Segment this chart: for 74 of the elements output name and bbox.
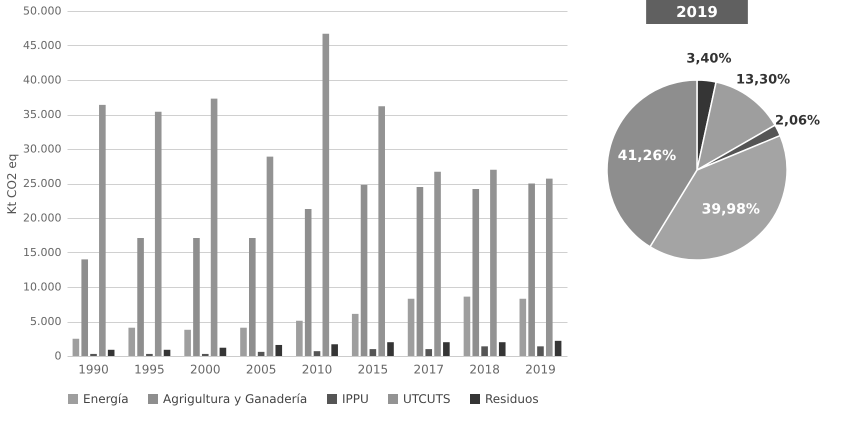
legend-label: Agrigultura y Ganadería xyxy=(163,392,308,406)
bar xyxy=(528,184,535,356)
x-tick-label: 2019 xyxy=(525,362,556,376)
data-label: 41,26% xyxy=(618,148,676,164)
bar xyxy=(472,189,480,356)
bar xyxy=(240,328,247,356)
x-tick-label: 2000 xyxy=(190,362,221,376)
y-axis-title: Kt CO2 eq xyxy=(5,154,20,214)
bar xyxy=(464,296,470,356)
bar xyxy=(387,342,394,356)
bar xyxy=(275,344,282,356)
data-label: 39,98% xyxy=(702,202,760,218)
bar xyxy=(184,330,191,356)
y-tick-label: 25.000 xyxy=(23,177,62,190)
legend-label: Residuos xyxy=(485,392,539,406)
bar xyxy=(520,298,526,356)
y-tick-label: 15.000 xyxy=(23,246,62,259)
bar xyxy=(360,184,368,356)
x-tick-label: 1990 xyxy=(78,362,109,376)
bar xyxy=(378,106,385,356)
bar xyxy=(154,112,162,356)
y-tick-label: 30.000 xyxy=(23,142,62,156)
bar xyxy=(314,351,320,356)
data-label: 2,06% xyxy=(774,114,820,129)
y-tick-label: 45.000 xyxy=(23,39,62,52)
data-label: 13,30% xyxy=(736,72,790,88)
x-tick-label: 2015 xyxy=(358,362,388,376)
bar xyxy=(99,104,106,356)
bar xyxy=(416,186,424,356)
bar xyxy=(304,209,312,356)
bar xyxy=(443,342,450,356)
bar xyxy=(128,328,136,356)
bar xyxy=(331,344,338,356)
bar xyxy=(220,348,226,356)
bar xyxy=(425,349,432,356)
bar xyxy=(164,350,170,356)
x-tick-label: 1995 xyxy=(134,362,165,376)
x-tick-label: 2005 xyxy=(246,362,276,376)
bar xyxy=(554,340,562,356)
y-tick-label: 5.000 xyxy=(30,315,62,328)
y-tick-label: 50.000 xyxy=(23,4,62,18)
y-tick-label: 40.000 xyxy=(23,74,62,86)
bar xyxy=(434,172,441,356)
bar xyxy=(193,238,200,356)
chart-title: 2019 xyxy=(676,3,718,21)
y-tick-label: 20.000 xyxy=(23,212,62,224)
bar xyxy=(137,238,144,356)
bar xyxy=(370,349,376,356)
x-tick-label: 2017 xyxy=(413,362,444,376)
legend-label: Energía xyxy=(83,392,129,406)
bar xyxy=(249,238,256,356)
bar xyxy=(266,156,274,356)
bar xyxy=(490,170,497,356)
data-label: 3,40% xyxy=(686,52,732,67)
bar xyxy=(537,346,544,356)
x-tick-label: 2018 xyxy=(469,362,500,376)
bar xyxy=(210,98,218,356)
x-tick-label: 2010 xyxy=(302,362,332,376)
bar xyxy=(296,320,303,356)
bar xyxy=(322,34,330,356)
bar xyxy=(408,298,414,356)
bar xyxy=(481,346,488,356)
bar xyxy=(258,352,264,356)
bar xyxy=(546,178,553,356)
bar xyxy=(81,259,88,356)
bar xyxy=(498,342,506,356)
bar xyxy=(72,338,80,356)
bar xyxy=(352,314,359,356)
y-tick-label: 35.000 xyxy=(23,108,62,121)
legend-label: IPPU xyxy=(342,392,369,406)
legend-label: UTCUTS xyxy=(403,392,451,406)
y-tick-label: 10.000 xyxy=(23,280,62,294)
y-tick-label: 0 xyxy=(54,350,62,362)
bar xyxy=(108,350,114,356)
